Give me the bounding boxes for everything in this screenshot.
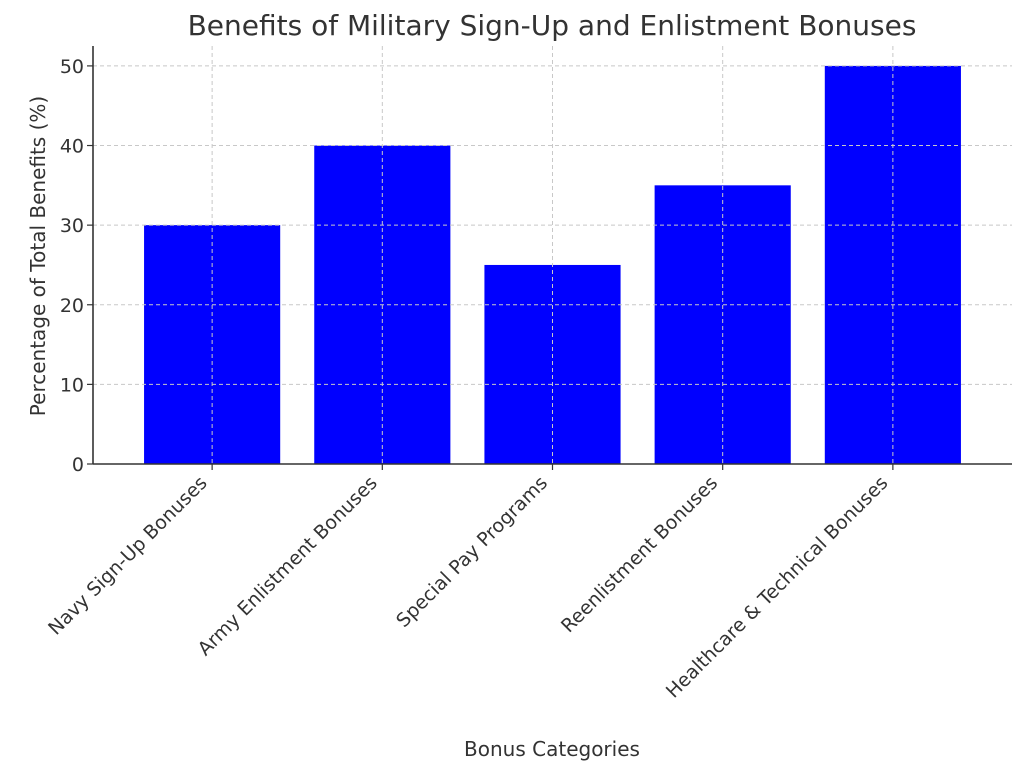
y-axis-ticks: 0 10 20 30 40 50: [60, 56, 93, 476]
y-tick-label: 10: [60, 374, 84, 396]
x-tick-label: Reenlistment Bonuses: [557, 472, 722, 637]
x-axis-label: Bonus Categories: [464, 737, 640, 761]
bar: [144, 225, 281, 464]
y-tick-label: 20: [60, 295, 84, 317]
y-tick-label: 30: [60, 215, 84, 237]
x-tick-label: Special Pay Programs: [392, 472, 552, 632]
y-axis-label: Percentage of Total Benefits (%): [26, 96, 50, 416]
y-tick-label: 40: [60, 136, 84, 158]
grid: [93, 46, 1012, 464]
y-tick-label: 0: [72, 454, 84, 476]
x-tick-label: Navy Sign-Up Bonuses: [44, 472, 212, 640]
y-tick-label: 50: [60, 56, 84, 78]
bar: [654, 185, 791, 465]
x-tick-label: Army Enlistment Bonuses: [194, 472, 382, 660]
chart-title: Benefits of Military Sign-Up and Enlistm…: [188, 9, 917, 42]
